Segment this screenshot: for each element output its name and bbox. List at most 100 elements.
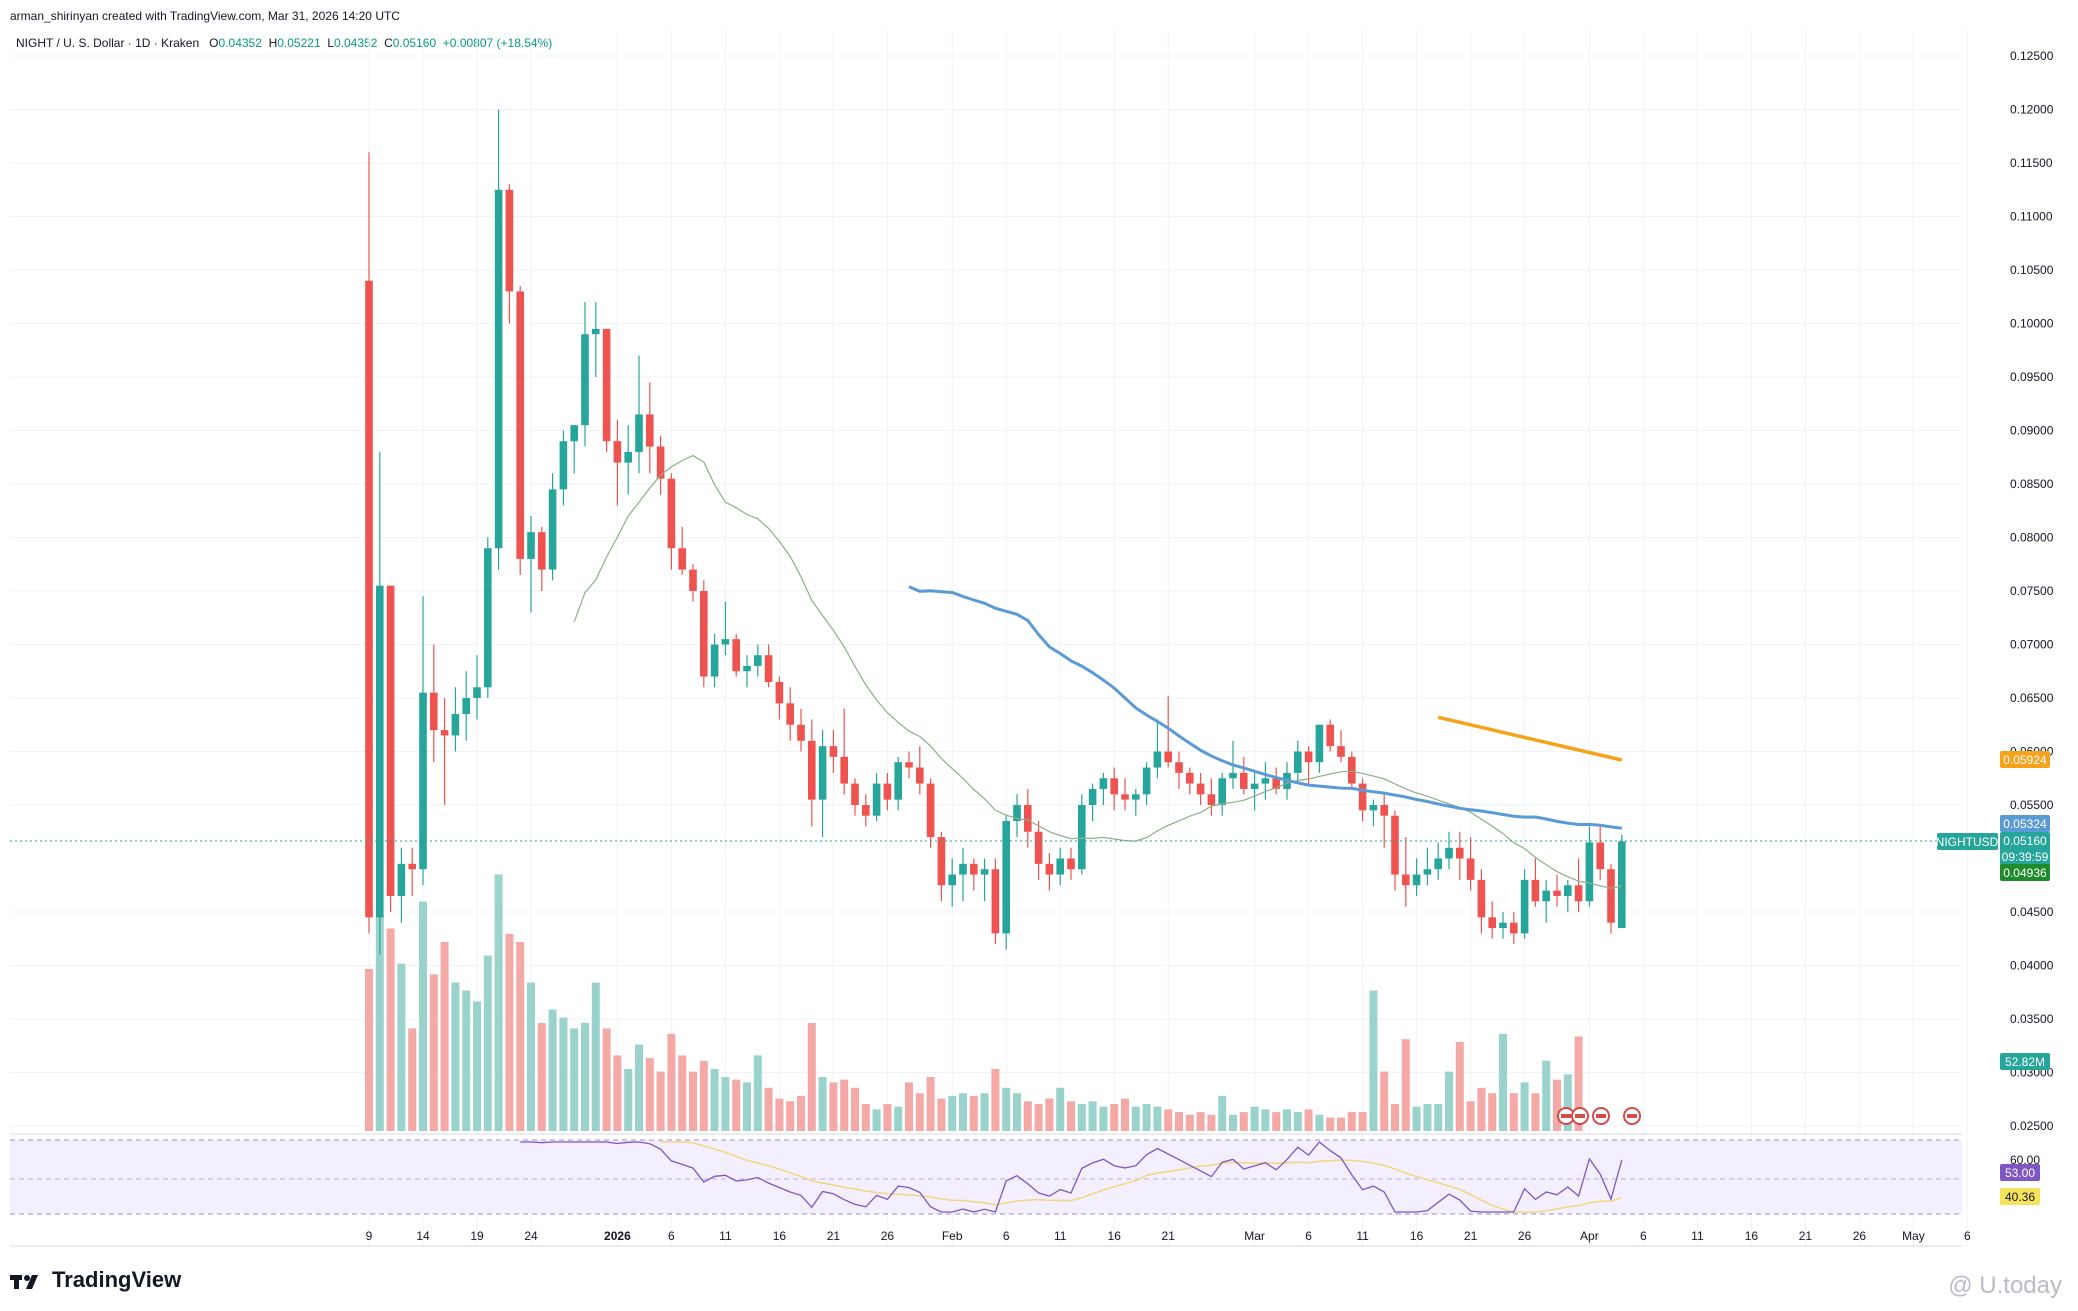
volume-bar (1164, 1109, 1173, 1131)
volume-bar (1574, 1036, 1583, 1131)
volume-bar (1304, 1109, 1313, 1131)
candle-body (1294, 751, 1302, 773)
economic-events[interactable] (1557, 1107, 1641, 1125)
time-tick-label: 16 (1108, 1229, 1122, 1243)
candle-body (451, 714, 460, 736)
volume-bar (1337, 1117, 1345, 1131)
candle-body (592, 328, 600, 335)
time-tick-label: 14 (416, 1229, 430, 1243)
candle-body (1348, 756, 1356, 784)
volume-bar (678, 1055, 687, 1131)
candle-body (1391, 815, 1399, 875)
last-price-tag-text: 0.05160 (2003, 834, 2047, 848)
volume-bar (915, 1093, 924, 1131)
candle-body (829, 746, 838, 757)
time-tick-label: Apr (1580, 1229, 1599, 1243)
chart-author-line: arman_shirinyan created with TradingView… (10, 9, 400, 23)
candle-body (1326, 724, 1334, 747)
candle-body (980, 869, 989, 875)
blue-ma-tag-text: 0.05324 (2003, 817, 2047, 831)
candle-body (840, 756, 848, 784)
legend-high-value: 0.05221 (277, 36, 321, 50)
volume-bar (732, 1079, 741, 1131)
candle-body (743, 665, 751, 672)
candle-body (764, 655, 773, 682)
candle-body (1002, 821, 1010, 934)
symbol-legend: NIGHT / U. S. Dollar · 1D · Kraken O0.04… (16, 36, 552, 50)
volume-bar (1153, 1106, 1162, 1131)
candle-body (862, 805, 870, 816)
volume-bar (1391, 1104, 1399, 1131)
candle-body (1315, 724, 1324, 763)
volume-bar (365, 969, 373, 1131)
candle-body (602, 328, 611, 442)
candle-body (646, 414, 654, 447)
price-tick-label: 0.10000 (2010, 317, 2054, 331)
rsi-ma-tag-text: 40.36 (2005, 1190, 2035, 1204)
candle-body (1488, 917, 1496, 929)
volume-bar (699, 1060, 708, 1131)
volume-bar (894, 1106, 903, 1131)
volume-bar (527, 982, 535, 1131)
price-tick-label: 0.12000 (2010, 103, 2054, 117)
ma-green-line (573, 454, 1622, 889)
volume-bar (797, 1095, 805, 1131)
volume-bar (570, 1028, 579, 1131)
time-tick-label: 19 (470, 1229, 484, 1243)
price-tick-label: 0.11000 (2010, 210, 2053, 224)
time-axis: 9 14 19 24 2026 6 11 16 21 26 Feb 6 11 16 21 Mar 6 11 16 21… (366, 1229, 1971, 1243)
candle-body (656, 446, 665, 479)
tradingview-logo-text: TradingView (52, 1267, 182, 1292)
volume-bar (1477, 1087, 1486, 1131)
volume-tag (2000, 1053, 2050, 1070)
candle-body (1272, 778, 1280, 789)
time-tick-label: 9 (366, 1229, 373, 1243)
green-ma-tag (2000, 864, 2050, 881)
volume-bar (689, 1071, 697, 1131)
price-tick-label: 0.04500 (2010, 905, 2054, 919)
orange-ma-tag (2000, 751, 2050, 768)
candlesticks (365, 109, 1626, 955)
volume-bar (1218, 1095, 1227, 1131)
volume-bar (559, 1017, 568, 1131)
legend-open-value: 0.04352 (218, 36, 262, 50)
volume-bar (635, 1044, 643, 1131)
volume-bar (753, 1055, 762, 1131)
candle-body (808, 740, 816, 800)
candle-body (926, 783, 935, 838)
candle-body (905, 762, 913, 768)
volume-bar (861, 1104, 870, 1131)
candle-body (1207, 794, 1216, 805)
volume-bar (1520, 1082, 1529, 1131)
volume-bar (1326, 1117, 1335, 1131)
volume-bar (537, 1023, 546, 1131)
candle-body (1456, 847, 1464, 859)
volume-bar (872, 1109, 881, 1131)
candle-body (1585, 842, 1594, 902)
candle-body (872, 783, 881, 816)
volume-bar (1423, 1104, 1432, 1131)
candle-body (365, 280, 373, 918)
volume-bar (721, 1077, 730, 1131)
green-ma-tag-text: 0.04936 (2003, 866, 2047, 880)
candle-body (1186, 772, 1194, 784)
volume-bar (1196, 1112, 1205, 1131)
volume-bar (948, 1095, 957, 1131)
time-tick-label: 11 (1691, 1229, 1704, 1243)
candle-body (1531, 879, 1540, 902)
tradingview-logo[interactable]: TradingView (10, 1267, 181, 1293)
volume-bar (494, 874, 503, 1131)
time-tick-label: 26 (1518, 1229, 1532, 1243)
time-tick-label: 26 (1853, 1229, 1867, 1243)
candle-body (1466, 858, 1475, 880)
candle-body (548, 489, 557, 570)
time-tick-label: 6 (1305, 1229, 1312, 1243)
volume-bar (505, 933, 514, 1131)
volume-bar (1013, 1093, 1021, 1131)
price-tick-label: 0.08500 (2010, 477, 2054, 491)
candle-body (700, 591, 708, 677)
candle-body (1553, 890, 1561, 896)
price-axis: 0.12500 0.12000 0.11500 0.11000 0.10500 0.100… (2010, 49, 2054, 1133)
time-tick-label: 6 (668, 1229, 675, 1243)
